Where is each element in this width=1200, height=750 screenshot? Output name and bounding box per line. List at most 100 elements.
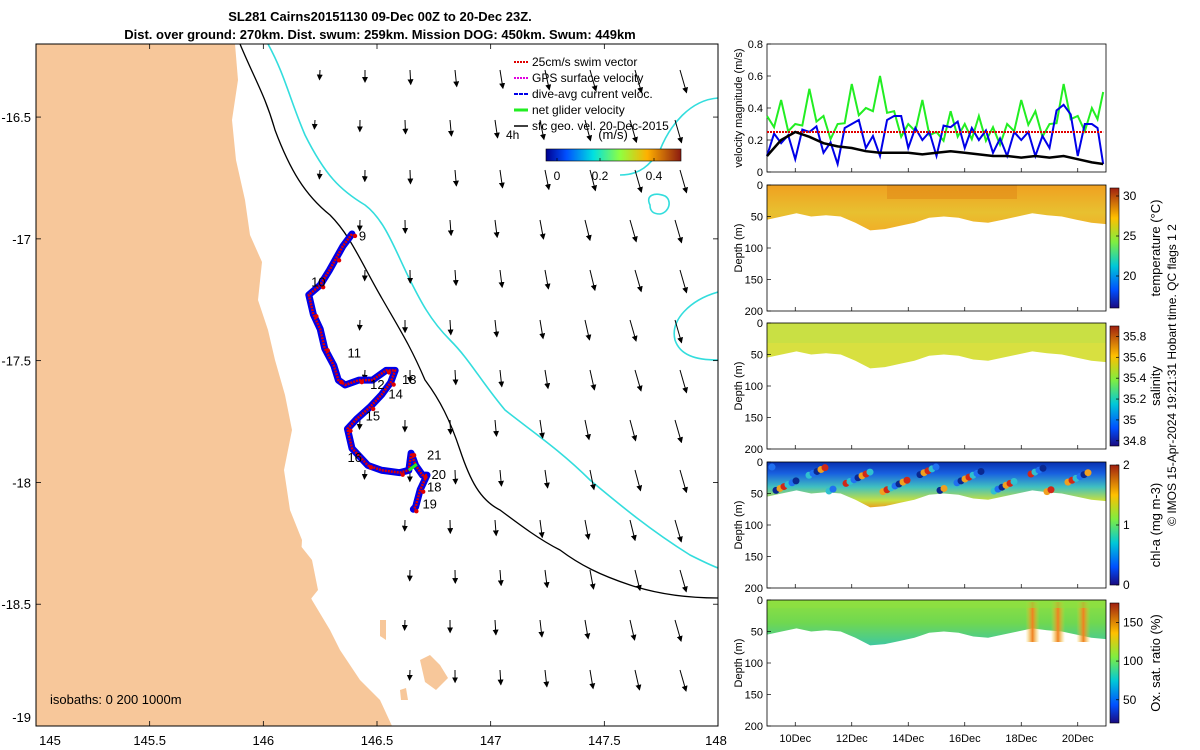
- sfc-geo-arrow: [361, 469, 368, 480]
- temperature-ytick-label: 0: [757, 180, 763, 192]
- velocity-y-ticks: 0 0.2 0.4 0.6 0.8: [748, 39, 771, 179]
- sfc-geo-arrow: [629, 319, 638, 342]
- legend-time-scale: 4h: [506, 128, 519, 142]
- temperature-ytick-label: 100: [745, 243, 763, 255]
- swim-vector-mark: [411, 453, 417, 458]
- oxygen-ytick-label: 200: [745, 721, 763, 733]
- salinity-cbar-label: salinity: [1148, 366, 1163, 406]
- swim-vector-mark: [368, 465, 374, 470]
- sfc-geo-arrow: [589, 569, 596, 590]
- sfc-geo-arrow: [447, 219, 454, 237]
- chla-sample: [977, 467, 985, 475]
- sfc-geo-arrow: [543, 469, 550, 489]
- sfc-geo-arrow: [584, 219, 592, 242]
- chla-panel: 0 50 100 150 200 Depth (m) 2 1 0 chl-a (mg m-3): [733, 457, 1163, 595]
- figure-title-line2: Dist. over ground: 270km. Dist. swum: 25…: [124, 27, 636, 42]
- legend-entry: sfc geo. vel. 20-Dec-2015: [532, 119, 669, 133]
- salinity-ytick-label: 0: [757, 318, 763, 330]
- sfc-geo-arrow: [498, 169, 505, 189]
- sfc-geo-arrow: [634, 469, 643, 492]
- sfc-geo-arrow: [539, 119, 546, 141]
- oxygen-high-band: [1076, 602, 1091, 642]
- sfc-geo-arrow: [497, 669, 504, 686]
- velocity-ytick-label: 0: [757, 167, 763, 179]
- date-tick-label: 10Dec: [779, 733, 811, 745]
- sfc-geo-arrow: [493, 419, 500, 437]
- map-xtick-label: 148: [705, 733, 727, 748]
- sfc-geo-arrow: [679, 269, 688, 294]
- sfc-geo-arrow: [402, 119, 409, 135]
- sfc-geo-arrow: [589, 469, 596, 491]
- chla-sample: [821, 464, 829, 472]
- surface-velocity-arrows: [311, 69, 688, 692]
- date-tick-label: 16Dec: [949, 733, 981, 745]
- oxygen-high-band: [1025, 602, 1040, 642]
- sfc-geo-arrow: [447, 119, 454, 137]
- sfc-geo-arrow: [447, 419, 454, 435]
- salinity-ytick-label: 150: [745, 413, 763, 425]
- sfc-geo-arrow: [493, 319, 500, 338]
- day-label: 20: [432, 467, 446, 482]
- chla-sample: [866, 468, 874, 476]
- swim-vector-mark: [386, 370, 392, 375]
- day-label: 13: [402, 372, 416, 387]
- date-axis: 10Dec 12Dec 14Dec 16Dec 18Dec 20Dec: [779, 168, 1094, 745]
- swim-vector-mark: [339, 379, 344, 385]
- sfc-geo-arrow: [452, 169, 459, 187]
- date-tick-label: 20Dec: [1062, 733, 1094, 745]
- isobath-1000m-seamount: [647, 193, 670, 215]
- swim-vector-mark: [400, 472, 405, 477]
- map-xtick-label: 147: [480, 733, 502, 748]
- sfc-geo-arrow: [499, 69, 506, 90]
- sfc-geo-arrow: [316, 169, 323, 180]
- sfc-geo-arrow: [543, 569, 550, 589]
- sfc-geo-arrow: [679, 369, 688, 394]
- sfc-geo-arrow: [498, 369, 505, 388]
- salinity-surface-layer: [767, 323, 1106, 343]
- swim-vector-mark: [320, 284, 326, 290]
- sfc-geo-arrow: [544, 269, 551, 290]
- velocity-series: [766, 75, 1105, 168]
- oxygen-cbar-label: Ox. sat. ratio (%): [1148, 614, 1163, 712]
- sfc-geo-arrow: [679, 669, 688, 692]
- day-label: 14: [388, 387, 402, 402]
- isobath-1000m: [267, 44, 718, 569]
- oxygen-surface-layer: [767, 600, 1106, 608]
- sfc-geo-arrow: [452, 369, 459, 386]
- swim-vector-track: [307, 233, 429, 511]
- sfc-geo-arrow: [497, 569, 504, 587]
- sfc-geo-arrow: [447, 319, 454, 336]
- sfc-geo-arrow: [674, 119, 683, 144]
- sfc-geo-arrow: [539, 219, 546, 240]
- chla-cbar-tick-label: 1: [1123, 518, 1130, 532]
- salinity-cbar-tick-label: 35: [1123, 413, 1137, 427]
- salinity-colorbar: [1109, 325, 1120, 447]
- sfc-geo-arrow: [629, 119, 638, 144]
- colorbar-tick-label: 0.4: [646, 169, 663, 183]
- sfc-geo-arrow: [589, 369, 597, 391]
- sfc-geo-arrow: [543, 669, 550, 688]
- day-label: 19: [422, 496, 436, 511]
- swim-vector-mark: [414, 509, 419, 514]
- chla-ytick-label: 100: [745, 520, 763, 532]
- oxygen-ytick-label: 50: [751, 627, 763, 639]
- day-label: 12: [370, 377, 384, 392]
- sfc-geo-arrow: [634, 169, 643, 194]
- colorbar-tick-label: 0.2: [592, 169, 609, 183]
- chla-sample: [1039, 464, 1047, 472]
- sfc-geo-arrow: [538, 419, 545, 439]
- sfc-geo-arrow: [679, 69, 688, 94]
- sfc-geo-arrow: [629, 519, 637, 542]
- swim-vector-mark: [391, 382, 396, 387]
- chla-sample: [932, 463, 940, 471]
- salinity-cbar-tick-label: 35.4: [1123, 371, 1147, 385]
- salinity-ytick-label: 100: [745, 381, 763, 393]
- chla-cbar-label: chl-a (mg m-3): [1148, 483, 1163, 568]
- glider-track: [305, 230, 431, 514]
- chla-sample: [903, 476, 911, 484]
- salinity-ytick-label: 50: [751, 350, 763, 362]
- sfc-geo-arrow: [452, 469, 459, 485]
- date-tick-label: 12Dec: [836, 733, 868, 745]
- sfc-geo-arrow: [584, 319, 592, 341]
